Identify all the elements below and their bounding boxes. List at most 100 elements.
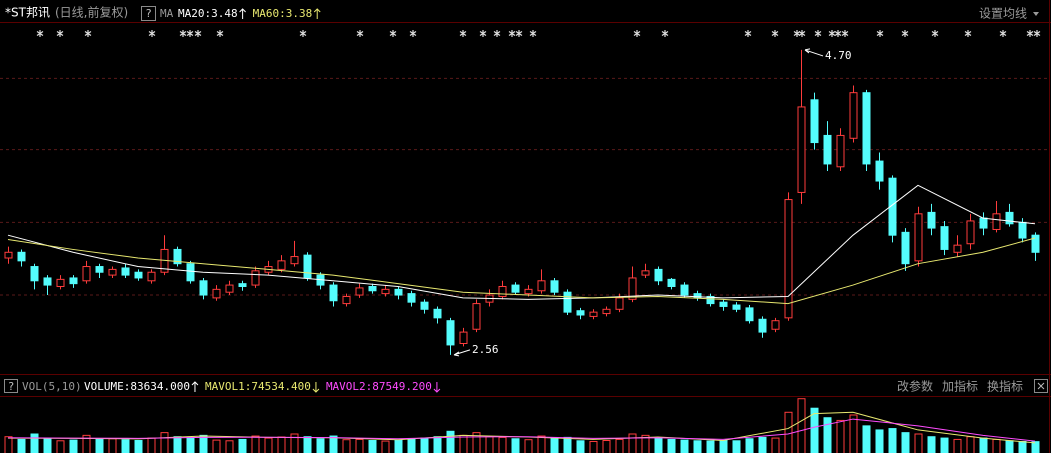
volume-bar bbox=[550, 437, 559, 453]
volume-bar bbox=[108, 438, 117, 453]
event-marker[interactable] bbox=[179, 30, 187, 37]
event-marker[interactable] bbox=[964, 30, 972, 37]
volume-bar bbox=[797, 398, 806, 453]
candle-body bbox=[706, 295, 715, 305]
ma-line bbox=[7, 418, 1036, 442]
help-button[interactable] bbox=[4, 379, 18, 393]
volume-bar bbox=[225, 440, 234, 453]
indicator-button[interactable]: 改参数 bbox=[897, 379, 933, 394]
candle-body bbox=[667, 278, 676, 287]
ma-line bbox=[7, 411, 1036, 444]
volume-bar bbox=[134, 440, 143, 453]
volume-bar bbox=[966, 436, 975, 453]
annotation-arrow bbox=[804, 48, 824, 57]
legend-label: MA20:3.48 bbox=[178, 7, 238, 20]
event-marker[interactable] bbox=[148, 30, 156, 37]
event-marker[interactable] bbox=[493, 30, 501, 37]
candle-body bbox=[745, 307, 754, 322]
candle-body bbox=[602, 308, 611, 315]
event-marker[interactable] bbox=[661, 30, 669, 37]
help-button[interactable] bbox=[141, 6, 156, 21]
help-icon[interactable]: ? bbox=[8, 380, 15, 393]
event-marker[interactable] bbox=[409, 30, 417, 37]
dropdown-arrow[interactable] bbox=[1033, 12, 1039, 16]
ma-settings[interactable]: 设置均线 bbox=[979, 7, 1027, 21]
event-marker[interactable] bbox=[828, 30, 836, 37]
volume-bar bbox=[17, 438, 26, 453]
volume-bar bbox=[732, 440, 741, 453]
volume-bar bbox=[160, 432, 169, 453]
event-marker[interactable] bbox=[216, 30, 224, 37]
volume-bar bbox=[615, 438, 624, 453]
volume-bar bbox=[30, 433, 39, 453]
candle-body bbox=[1005, 211, 1014, 225]
event-marker[interactable] bbox=[56, 30, 64, 37]
close-icon[interactable] bbox=[1037, 382, 1045, 390]
candle-body bbox=[953, 244, 962, 253]
volume-bar bbox=[329, 435, 338, 453]
event-marker[interactable] bbox=[901, 30, 909, 37]
event-marker[interactable] bbox=[744, 30, 752, 37]
volume-bar bbox=[862, 425, 871, 453]
indicator-button[interactable]: 加指标 bbox=[942, 379, 978, 394]
event-marker[interactable] bbox=[841, 30, 849, 37]
candle-body bbox=[225, 284, 234, 293]
event-marker[interactable] bbox=[999, 30, 1007, 37]
event-marker[interactable] bbox=[633, 30, 641, 37]
event-marker[interactable] bbox=[515, 30, 523, 37]
candle-body bbox=[589, 311, 598, 317]
candle-body bbox=[108, 268, 117, 276]
candle-body bbox=[615, 297, 624, 310]
event-marker[interactable] bbox=[1026, 30, 1034, 37]
candle-body bbox=[719, 301, 728, 307]
candle-body bbox=[30, 266, 39, 282]
volume-bar bbox=[290, 433, 299, 453]
event-marker[interactable] bbox=[356, 30, 364, 37]
event-marker[interactable] bbox=[84, 30, 92, 37]
candle-body bbox=[17, 251, 26, 262]
volume-bar bbox=[303, 436, 312, 453]
event-marker[interactable] bbox=[876, 30, 884, 37]
candle-body bbox=[641, 270, 650, 276]
help-icon[interactable]: ? bbox=[145, 7, 152, 20]
volume-bar bbox=[394, 439, 403, 453]
candle-body bbox=[277, 260, 286, 270]
event-marker[interactable] bbox=[1033, 30, 1041, 37]
volume-bar bbox=[82, 434, 91, 453]
event-marker[interactable] bbox=[798, 30, 806, 37]
event-marker[interactable] bbox=[529, 30, 537, 37]
candle-body bbox=[550, 280, 559, 293]
volume-bar bbox=[1005, 440, 1014, 453]
event-marker[interactable] bbox=[36, 30, 44, 37]
candle-body bbox=[121, 267, 130, 276]
trend-arrow bbox=[433, 382, 441, 393]
candle-body bbox=[69, 277, 78, 285]
close-button[interactable] bbox=[1034, 379, 1048, 393]
candle-body bbox=[173, 248, 182, 265]
indicator-button[interactable]: 换指标 bbox=[987, 379, 1023, 394]
annotation-arrow bbox=[453, 349, 471, 357]
event-marker[interactable] bbox=[771, 30, 779, 37]
event-marker[interactable] bbox=[814, 30, 822, 37]
candle-body bbox=[940, 226, 949, 250]
volume-bar bbox=[368, 440, 377, 453]
event-marker[interactable] bbox=[459, 30, 467, 37]
event-marker[interactable] bbox=[299, 30, 307, 37]
legend-label: VOLUME:83634.000 bbox=[84, 380, 190, 393]
candle-body bbox=[459, 331, 468, 344]
candle-body bbox=[875, 160, 884, 182]
candle-body bbox=[979, 217, 988, 229]
event-marker[interactable] bbox=[931, 30, 939, 37]
volume-bar bbox=[43, 437, 52, 453]
volume-bar bbox=[199, 434, 208, 453]
event-marker[interactable] bbox=[834, 30, 842, 37]
event-marker[interactable] bbox=[186, 30, 194, 37]
event-marker[interactable] bbox=[389, 30, 397, 37]
event-marker[interactable] bbox=[194, 30, 202, 37]
event-marker[interactable] bbox=[479, 30, 487, 37]
candle-body bbox=[251, 270, 260, 286]
event-marker[interactable] bbox=[508, 30, 516, 37]
candle-body bbox=[810, 99, 819, 144]
volume-bar bbox=[784, 411, 793, 453]
